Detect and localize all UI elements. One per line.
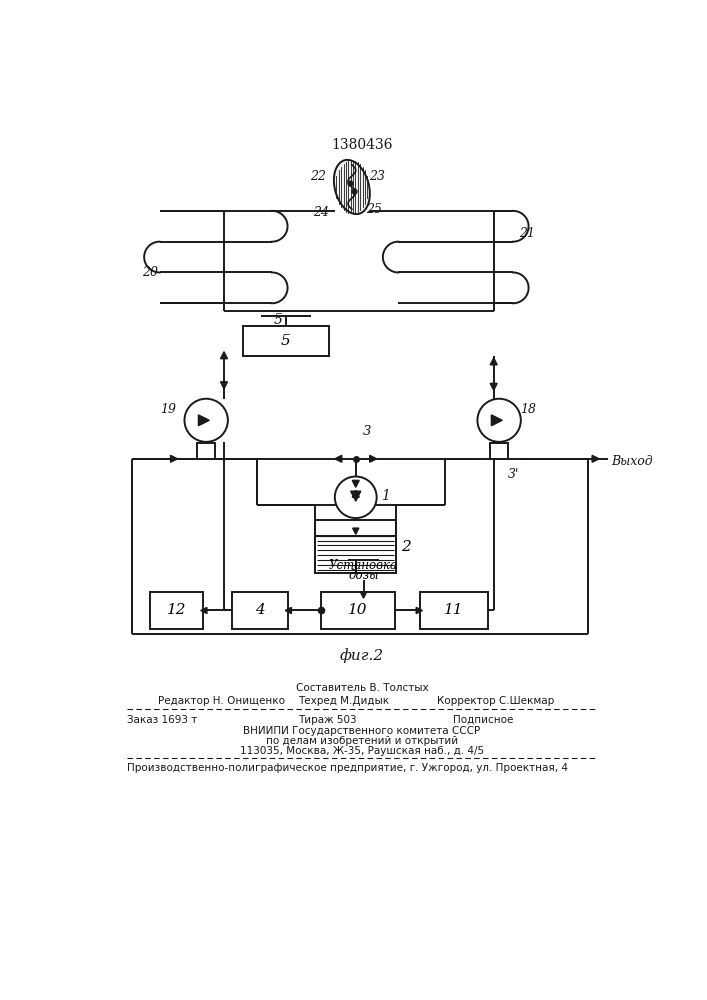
Polygon shape [335,455,341,462]
Polygon shape [370,455,377,462]
Text: Выход: Выход [612,455,653,468]
Polygon shape [592,455,599,462]
Circle shape [335,477,377,518]
Text: 24: 24 [313,206,329,219]
Polygon shape [416,607,422,614]
Text: 4: 4 [255,603,264,617]
Text: 18: 18 [520,403,536,416]
Text: 1380436: 1380436 [331,138,392,152]
Text: Заказ 1693 т: Заказ 1693 т [127,715,197,725]
Polygon shape [361,592,367,598]
Text: 21: 21 [519,227,535,240]
Text: фиг.2: фиг.2 [340,648,384,663]
Text: 113035, Москва, Ж-35, Раушская наб., д. 4/5: 113035, Москва, Ж-35, Раушская наб., д. … [240,746,484,756]
Polygon shape [199,415,209,426]
Bar [315,520,396,573]
Polygon shape [351,491,361,501]
Polygon shape [352,480,359,487]
Ellipse shape [334,160,370,214]
Bar [243,326,329,356]
Text: Установка: Установка [329,559,398,572]
Bar [490,443,508,459]
Text: 19: 19 [160,403,176,416]
Text: 5: 5 [281,334,291,348]
Text: 3': 3' [508,468,519,481]
Bar [197,443,216,459]
Text: Подписное: Подписное [452,715,513,725]
Bar [232,592,288,629]
Bar [151,592,203,629]
Text: Составитель В. Толстых: Составитель В. Толстых [296,683,428,693]
Text: Редактор Н. Онищенко: Редактор Н. Онищенко [158,696,285,706]
Text: 22: 22 [310,170,326,183]
Polygon shape [490,358,497,365]
Polygon shape [221,382,228,389]
Bar [321,592,395,629]
Polygon shape [352,490,359,497]
Text: 3: 3 [363,425,372,438]
Text: по делам изобретений и открытий: по делам изобретений и открытий [266,736,458,746]
Text: 12: 12 [167,603,187,617]
Text: 1: 1 [381,489,390,503]
Text: 23: 23 [368,170,385,183]
Text: ВНИИПИ Государственного комитета СССР: ВНИИПИ Государственного комитета СССР [243,726,481,736]
Polygon shape [201,607,207,614]
Circle shape [477,399,521,442]
Text: 25: 25 [366,203,382,216]
Polygon shape [490,383,497,390]
Text: Техред М.Дидык: Техред М.Дидык [298,696,389,706]
Polygon shape [491,415,502,426]
Circle shape [185,399,228,442]
Polygon shape [353,528,359,534]
Text: 11: 11 [445,603,464,617]
Polygon shape [221,352,228,359]
Text: Тираж 503: Тираж 503 [298,715,356,725]
Text: 20: 20 [142,266,158,279]
Text: 2: 2 [401,540,411,554]
Text: Корректор С.Шекмар: Корректор С.Шекмар [437,696,554,706]
Text: Производственно-полиграфическое предприятие, г. Ужгород, ул. Проектная, 4: Производственно-полиграфическое предприя… [127,763,568,773]
Polygon shape [170,455,177,462]
Text: дозы: дозы [348,569,379,582]
Text: 5: 5 [274,313,283,327]
Polygon shape [285,607,291,614]
Bar [420,592,489,629]
Text: 10: 10 [348,603,368,617]
